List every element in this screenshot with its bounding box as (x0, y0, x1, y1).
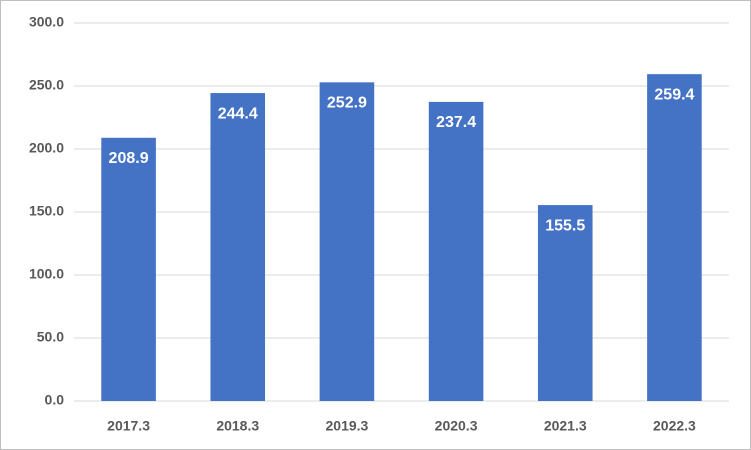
x-tick-label: 2017.3 (107, 418, 150, 434)
y-tick-label: 0.0 (45, 392, 65, 408)
bar (101, 137, 156, 401)
data-label: 259.4 (654, 86, 694, 103)
bar (428, 101, 484, 401)
y-tick-label: 200.0 (29, 140, 64, 156)
y-tick-label: 150.0 (29, 203, 64, 219)
y-tick-label: 50.0 (37, 329, 64, 345)
x-tick-label: 2021.3 (544, 418, 587, 434)
data-label: 252.9 (327, 95, 367, 112)
data-label: 155.5 (545, 217, 585, 234)
y-tick-label: 100.0 (29, 266, 64, 282)
x-tick-label: 2018.3 (216, 418, 259, 434)
bar (537, 205, 593, 401)
data-label: 244.4 (218, 105, 258, 122)
x-tick-label: 2020.3 (435, 418, 478, 434)
x-tick-label: 2019.3 (326, 418, 369, 434)
x-tick-label: 2022.3 (653, 418, 696, 434)
y-tick-label: 250.0 (29, 77, 64, 93)
data-label: 237.4 (436, 114, 476, 131)
bar (647, 74, 702, 401)
data-label: 208.9 (109, 150, 149, 167)
y-tick-label: 300.0 (29, 14, 64, 30)
bar (210, 93, 266, 401)
bar (319, 82, 375, 401)
